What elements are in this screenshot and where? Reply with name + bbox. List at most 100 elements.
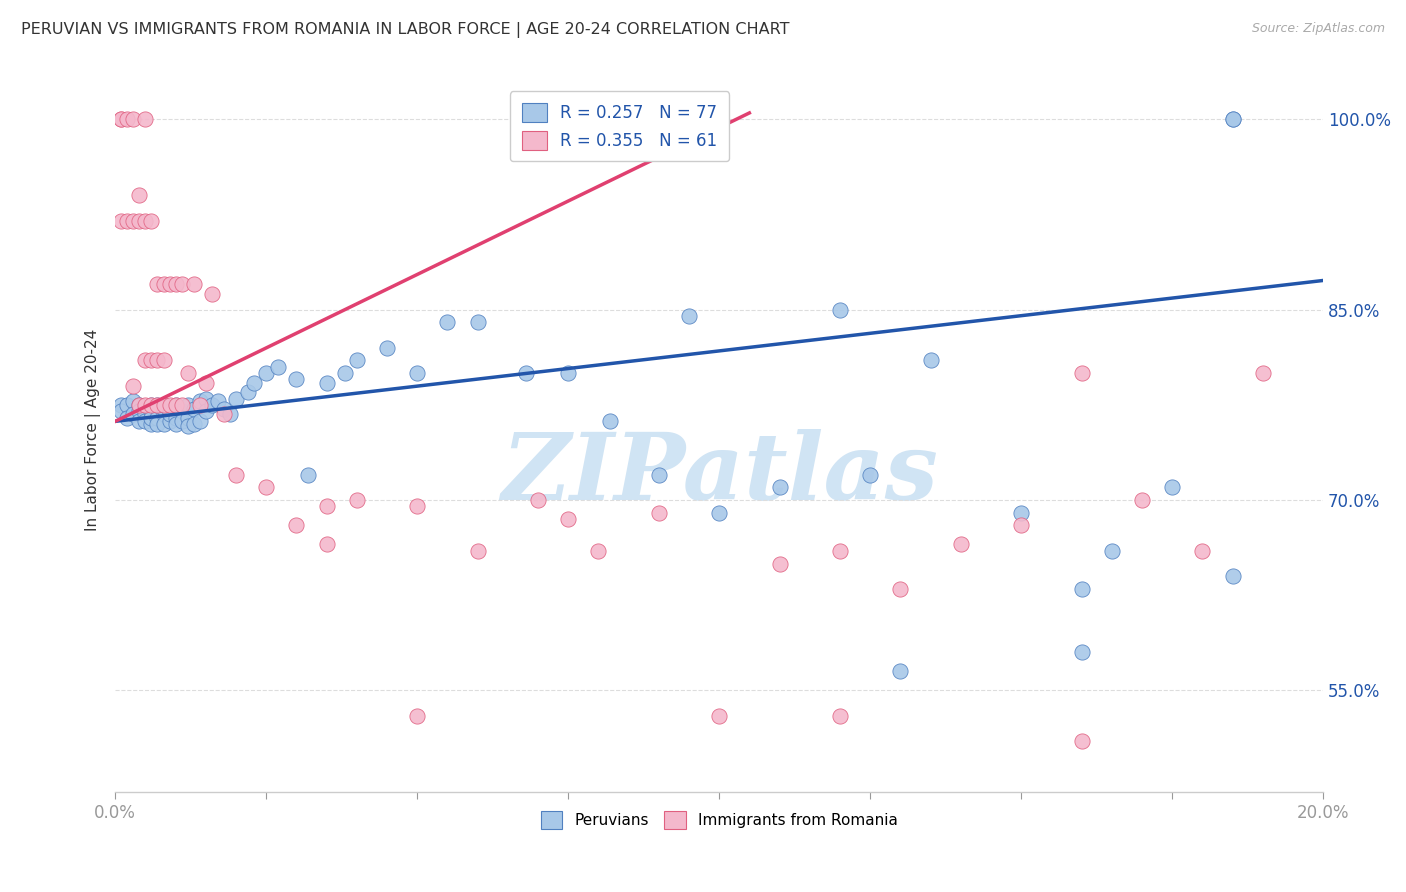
Point — [152, 407, 174, 421]
Point — [141, 404, 163, 418]
Point — [707, 506, 730, 520]
Point — [152, 398, 174, 412]
Point — [122, 214, 145, 228]
Point — [134, 398, 156, 412]
Point — [828, 302, 851, 317]
Point — [406, 708, 429, 723]
Point — [141, 353, 163, 368]
Point — [128, 414, 150, 428]
Point — [134, 401, 156, 416]
Point — [889, 582, 911, 596]
Point — [201, 287, 224, 301]
Point — [315, 537, 337, 551]
Point — [768, 480, 790, 494]
Point — [183, 417, 205, 431]
Point — [165, 398, 187, 412]
Point — [141, 214, 163, 228]
Point — [1191, 544, 1213, 558]
Point — [1010, 506, 1032, 520]
Point — [141, 410, 163, 425]
Point — [920, 353, 942, 368]
Point — [146, 417, 169, 431]
Point — [1222, 112, 1244, 127]
Point — [176, 366, 198, 380]
Point — [375, 341, 398, 355]
Point — [267, 359, 290, 374]
Point — [170, 414, 193, 428]
Point — [110, 398, 132, 412]
Point — [122, 407, 145, 421]
Point — [128, 404, 150, 418]
Point — [599, 414, 621, 428]
Point — [117, 214, 139, 228]
Point — [134, 407, 156, 421]
Point — [117, 410, 139, 425]
Point — [165, 417, 187, 431]
Point — [188, 398, 211, 412]
Y-axis label: In Labor Force | Age 20-24: In Labor Force | Age 20-24 — [86, 329, 101, 532]
Point — [159, 404, 181, 418]
Point — [406, 366, 429, 380]
Point — [122, 112, 145, 127]
Point — [176, 410, 198, 425]
Point — [285, 372, 308, 386]
Point — [141, 417, 163, 431]
Point — [146, 398, 169, 412]
Point — [165, 398, 187, 412]
Point — [527, 493, 550, 508]
Point — [515, 366, 537, 380]
Point — [134, 353, 156, 368]
Point — [146, 410, 169, 425]
Point — [110, 112, 132, 127]
Point — [678, 309, 700, 323]
Point — [557, 512, 579, 526]
Point — [467, 315, 489, 329]
Point — [117, 398, 139, 412]
Point — [117, 112, 139, 127]
Point — [346, 353, 368, 368]
Point — [1070, 582, 1092, 596]
Point — [183, 401, 205, 416]
Point — [1161, 480, 1184, 494]
Point — [768, 557, 790, 571]
Point — [1070, 734, 1092, 748]
Point — [141, 398, 163, 412]
Point — [648, 506, 671, 520]
Point — [165, 277, 187, 292]
Point — [159, 414, 181, 428]
Point — [254, 366, 277, 380]
Point — [285, 518, 308, 533]
Point — [707, 708, 730, 723]
Text: ZIPatlas: ZIPatlas — [501, 429, 938, 518]
Point — [152, 277, 174, 292]
Point — [201, 398, 224, 412]
Point — [176, 398, 198, 412]
Point — [297, 467, 319, 482]
Point — [225, 392, 247, 406]
Point — [859, 467, 882, 482]
Point — [1070, 366, 1092, 380]
Point — [128, 398, 150, 412]
Point — [254, 480, 277, 494]
Point — [315, 500, 337, 514]
Point — [134, 112, 156, 127]
Point — [346, 493, 368, 508]
Point — [188, 394, 211, 409]
Point — [212, 407, 235, 421]
Point — [1251, 366, 1274, 380]
Point — [146, 353, 169, 368]
Point — [194, 376, 217, 391]
Point — [152, 353, 174, 368]
Point — [588, 544, 610, 558]
Point — [176, 419, 198, 434]
Point — [183, 277, 205, 292]
Point — [1070, 645, 1092, 659]
Point — [165, 410, 187, 425]
Point — [110, 404, 132, 418]
Point — [188, 414, 211, 428]
Text: Source: ZipAtlas.com: Source: ZipAtlas.com — [1251, 22, 1385, 36]
Point — [194, 392, 217, 406]
Point — [225, 467, 247, 482]
Point — [236, 385, 259, 400]
Point — [219, 407, 242, 421]
